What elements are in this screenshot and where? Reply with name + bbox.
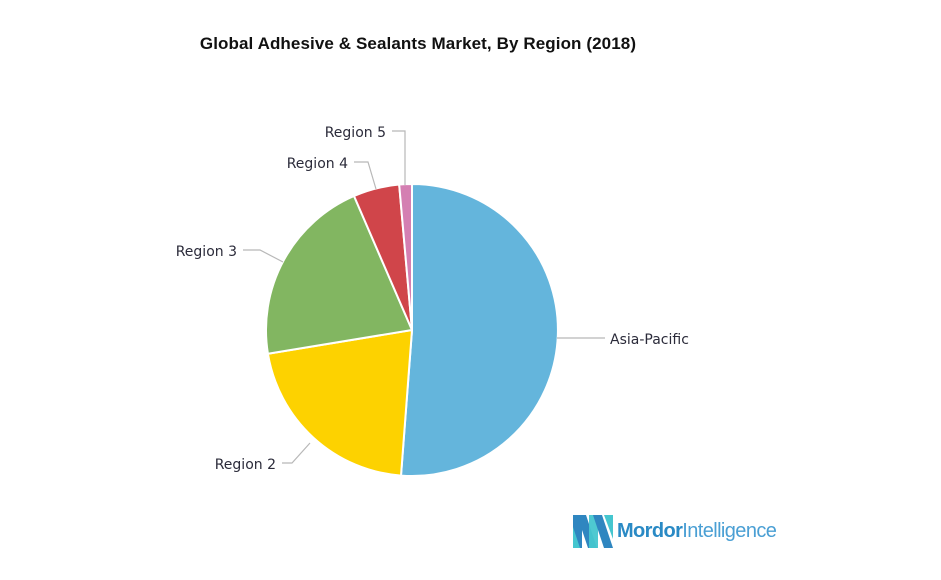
connector-region2 [282, 442, 311, 464]
pie-slices [265, 182, 559, 477]
label-region3: Region 3 [176, 244, 237, 260]
pie-slice-region-2[interactable] [266, 329, 413, 477]
chart-title: Global Adhesive & Sealants Market, By Re… [199, 34, 637, 53]
logo-text-bold: Mordor [617, 519, 683, 542]
mordor-intelligence-logo: MordorIntelligence [573, 514, 777, 548]
label-connectors [243, 130, 605, 464]
connector-region3 [243, 249, 284, 263]
pie-slice-region-3[interactable] [265, 195, 413, 355]
connector-region5 [392, 130, 406, 185]
mordor-intelligence-logo-icon [573, 514, 613, 548]
label-region4: Region 4 [287, 156, 348, 172]
pie-slice-asia-pacific[interactable] [400, 183, 559, 477]
logo-text: MordorIntelligence [617, 519, 777, 543]
label-asia-pacific: Asia-Pacific [610, 332, 689, 348]
label-region2: Region 2 [215, 457, 276, 473]
connector-region4 [354, 161, 377, 190]
logo-text-light: Intelligence [682, 519, 777, 542]
label-region5: Region 5 [325, 125, 386, 141]
